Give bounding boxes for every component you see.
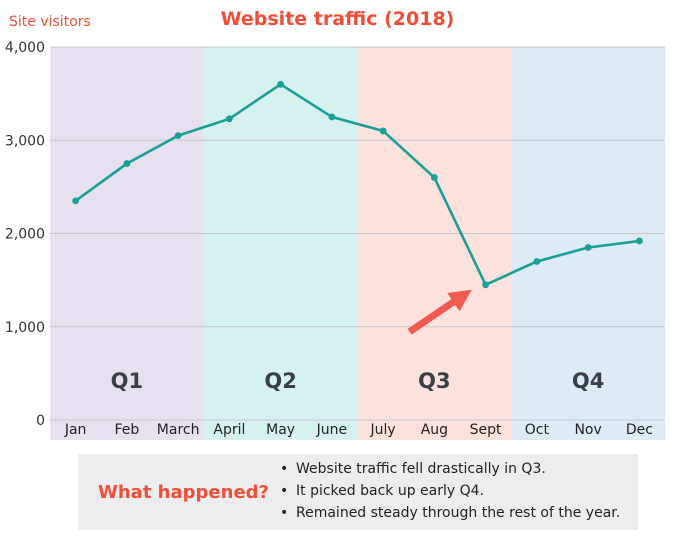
quarter-label: Q1 — [111, 369, 143, 393]
line-chart: 0 1,000 2,000 3,000 4,000 Q1 Q2 Q3 Q4 Jan Feb March… — [5, 40, 665, 440]
data-point — [277, 80, 285, 88]
x-tick-label: Nov — [574, 422, 601, 438]
data-point — [430, 174, 438, 181]
x-tick-label: April — [213, 422, 245, 438]
data-point — [174, 132, 182, 139]
x-tick-label: Jan — [64, 422, 87, 438]
quarter-band — [50, 47, 204, 440]
quarter-label: Q2 — [264, 369, 296, 393]
series-line — [74, 83, 640, 287]
data-point — [72, 197, 80, 205]
x-tick-label: June — [316, 422, 348, 438]
data-point — [635, 237, 643, 245]
data-point — [482, 281, 490, 289]
y-tick-label: 3,000 — [5, 133, 45, 149]
x-tick-label: Dec — [626, 422, 653, 438]
data-point — [584, 244, 592, 251]
y-tick-label: 2,000 — [5, 227, 45, 243]
note-item: Website traffic fell drastically in Q3. — [280, 458, 620, 480]
x-tick-label: Oct — [525, 422, 550, 438]
chart-title: Website traffic (2018) — [220, 8, 455, 30]
annotation-arrow-shaft — [407, 294, 462, 335]
note-item: It picked back up early Q4. — [280, 480, 620, 502]
what-happened-box: What happened? Website traffic fell dras… — [78, 454, 638, 530]
data-point — [225, 115, 233, 123]
x-tick-label: May — [266, 422, 295, 438]
note-heading: What happened? — [98, 482, 269, 503]
data-point — [123, 160, 131, 167]
x-tick-label: Sept — [470, 422, 502, 438]
quarter-band — [203, 47, 358, 440]
x-tick-label: Feb — [114, 422, 139, 438]
note-item: Remained steady through the rest of the … — [280, 502, 620, 524]
y-tick-label: 0 — [36, 413, 45, 429]
data-point — [328, 113, 336, 121]
note-list: Website traffic fell drastically in Q3. … — [280, 458, 620, 524]
x-tick-label: March — [157, 422, 200, 438]
annotation-arrow-head — [447, 289, 472, 312]
quarter-band — [357, 47, 512, 440]
x-tick-label: Aug — [421, 422, 448, 438]
y-tick-label: 4,000 — [5, 40, 45, 56]
y-axis-label: Site visitors — [9, 14, 91, 30]
x-tick-label: July — [370, 422, 396, 438]
data-point — [379, 127, 387, 135]
quarter-label: Q3 — [418, 369, 450, 393]
quarter-label: Q4 — [572, 369, 604, 393]
data-point — [533, 258, 541, 265]
y-tick-label: 1,000 — [5, 320, 45, 336]
